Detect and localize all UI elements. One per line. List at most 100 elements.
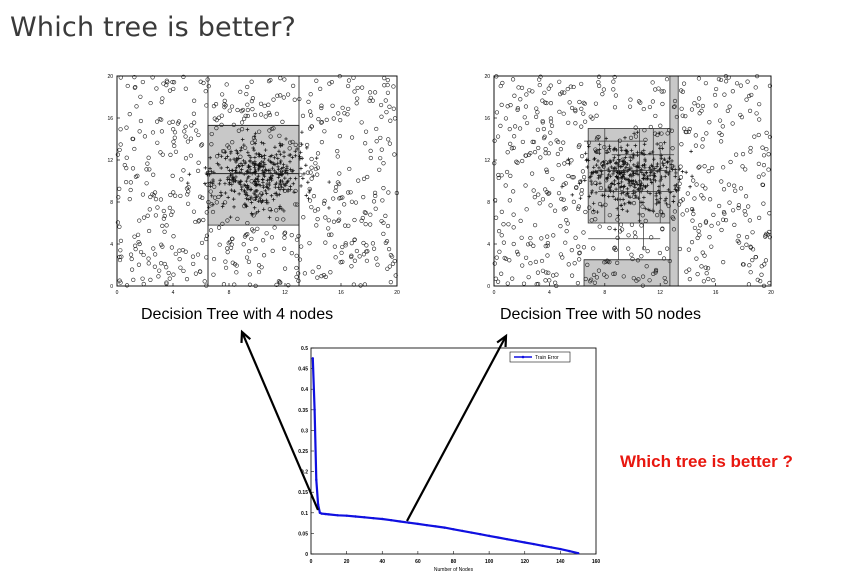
plus-point — [269, 178, 274, 182]
circle-point — [686, 129, 691, 134]
circle-point — [636, 99, 642, 104]
circle-point — [235, 107, 240, 113]
circle-point — [129, 256, 134, 262]
plus-point — [281, 187, 286, 192]
circle-point — [674, 114, 679, 120]
plus-point — [252, 148, 256, 152]
circle-point — [148, 194, 153, 200]
plus-point — [259, 140, 264, 145]
circle-point — [323, 274, 328, 279]
circle-point — [761, 162, 767, 168]
circle-point — [136, 239, 141, 245]
circle-point — [499, 173, 504, 178]
circle-point — [133, 174, 139, 179]
plus-point — [264, 184, 269, 189]
circle-point — [352, 258, 358, 263]
circle-point — [743, 194, 749, 199]
circle-point — [307, 241, 312, 246]
plus-point — [277, 149, 281, 154]
circle-point — [362, 210, 367, 215]
plus-point — [663, 174, 668, 179]
circle-point — [355, 85, 360, 91]
circle-point — [225, 143, 230, 148]
plot-frame — [116, 75, 398, 287]
circle-point — [531, 243, 536, 249]
plus-point — [263, 189, 268, 193]
circle-point — [570, 175, 575, 180]
plus-point — [673, 187, 678, 192]
circle-point — [199, 240, 205, 246]
y-tick-label: 0.4 — [301, 387, 308, 393]
circle-point — [508, 141, 513, 146]
circle-point — [699, 108, 704, 113]
circle-point — [680, 113, 685, 118]
plus-point — [206, 205, 211, 210]
circle-point — [577, 99, 582, 105]
circle-point — [133, 85, 138, 90]
circle-point — [719, 179, 724, 184]
circle-point — [532, 150, 538, 155]
circle-point — [352, 217, 357, 223]
plus-point — [619, 148, 624, 153]
plus-point — [614, 160, 619, 165]
circle-point — [661, 256, 667, 261]
plus-point — [655, 142, 659, 146]
circle-point — [266, 79, 272, 84]
circle-point — [579, 154, 585, 159]
plus-point — [272, 155, 277, 160]
circle-point — [692, 225, 698, 231]
circle-point — [382, 76, 387, 81]
plus-point — [209, 193, 214, 198]
circle-point — [659, 131, 664, 136]
circle-point — [391, 84, 396, 89]
circle-point — [689, 206, 695, 212]
circle-point — [370, 98, 375, 103]
circle-point — [124, 283, 130, 288]
plus-point — [589, 170, 594, 175]
plus-point — [246, 150, 250, 155]
circle-point — [562, 90, 567, 95]
circle-point — [748, 270, 753, 275]
circle-point — [643, 218, 648, 223]
plus-point — [217, 182, 222, 186]
circle-point — [499, 209, 504, 214]
circle-point — [285, 92, 291, 97]
plus-point — [253, 161, 257, 166]
circle-point — [196, 160, 201, 165]
circle-point — [296, 233, 301, 239]
plus-point — [304, 193, 309, 198]
circle-point — [117, 224, 122, 229]
circle-point — [569, 248, 574, 253]
plus-point — [619, 170, 624, 175]
circle-point — [555, 151, 560, 157]
circle-point — [546, 151, 551, 156]
circle-point — [723, 218, 729, 223]
circle-point — [698, 223, 703, 228]
circle-point — [272, 225, 277, 230]
circle-point — [171, 190, 176, 195]
circle-point — [653, 113, 658, 119]
circle-point — [333, 185, 339, 190]
circle-point — [656, 86, 661, 91]
circle-point — [573, 109, 578, 114]
circle-point — [244, 255, 250, 260]
plus-point — [216, 152, 221, 157]
circle-point — [689, 240, 695, 245]
circle-point — [600, 92, 605, 97]
y-tick-label: 0 — [305, 552, 308, 558]
circle-point — [694, 182, 699, 187]
x-tick-label: 0 — [116, 290, 119, 296]
plus-point — [593, 169, 598, 174]
circle-point — [743, 167, 748, 172]
circle-point — [222, 149, 227, 154]
circle-point — [508, 102, 513, 108]
circle-point — [222, 105, 227, 110]
plus-point — [650, 164, 655, 169]
circle-point — [153, 213, 158, 218]
circle-point — [205, 182, 210, 187]
circle-point — [239, 126, 245, 132]
circle-point — [524, 207, 529, 212]
circle-point — [335, 154, 340, 159]
plus-point — [225, 165, 230, 170]
circle-point — [239, 108, 244, 114]
